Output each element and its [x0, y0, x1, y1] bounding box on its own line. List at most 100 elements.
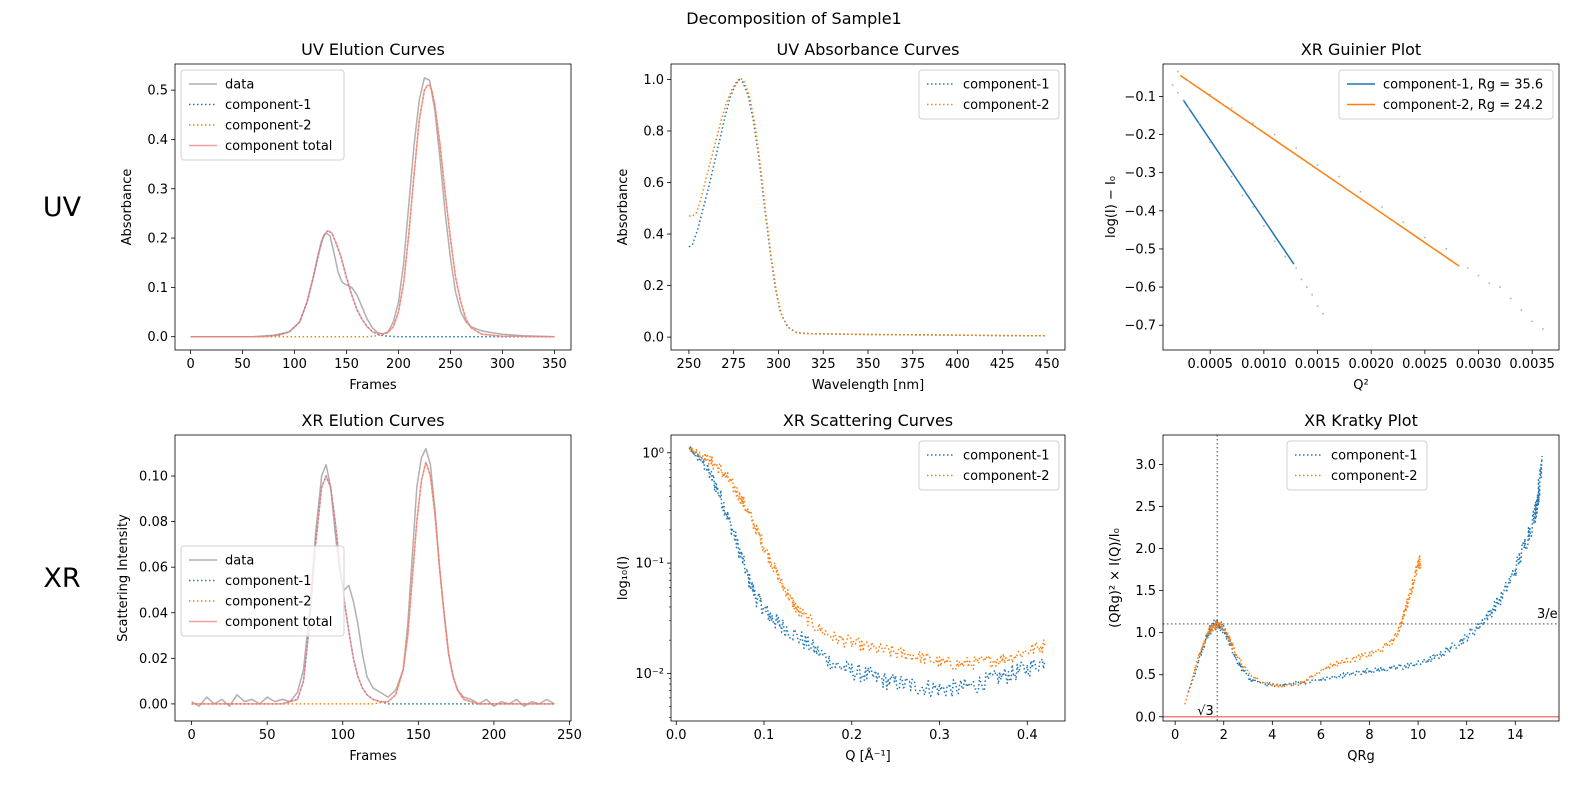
- x-tick-label: 0: [186, 357, 194, 372]
- data-point: [1177, 70, 1179, 73]
- x-tick-label: 6: [1317, 728, 1325, 743]
- axes-frame: [670, 63, 1066, 351]
- data-point: [1262, 225, 1265, 227]
- y-axis-label: Scattering Intensity: [116, 514, 131, 642]
- x-tick-label: 2: [1220, 728, 1228, 743]
- panel-xr-kratky: XR Kratky Plot QRg (QRg)² × I(Q)/I₀ 0 2 4 6 8 10…: [1108, 411, 1560, 764]
- panel-xr-elution: XR Elution Curves Frames Scattering Intens…: [116, 411, 582, 764]
- series-line: [191, 447, 555, 707]
- legend-frame: [180, 69, 345, 161]
- x-tick-label: 50: [234, 357, 251, 372]
- x-tick-label: 100: [330, 728, 355, 743]
- x-tick-label: 375: [900, 357, 925, 372]
- x-tick-label: 250: [557, 728, 582, 743]
- series-line: [1184, 555, 1422, 705]
- plot-area: [1171, 70, 1544, 330]
- panel-uv-elution: UV Elution Curves Frames Absorbance 0 50 100 1…: [120, 40, 572, 393]
- data-point: [1423, 236, 1426, 239]
- y-tick-label: 0.06: [139, 561, 168, 576]
- chart-title: XR Elution Curves: [301, 411, 444, 430]
- series-line: [190, 84, 555, 338]
- y-tick-label: 0.0: [643, 331, 664, 346]
- y-tick-label: 0.00: [139, 697, 168, 712]
- y-tick-label: 0.04: [139, 606, 168, 621]
- x-tick-label: 425: [990, 357, 1015, 372]
- data-point: [1198, 122, 1201, 125]
- legend-label: component-2: [963, 98, 1050, 113]
- y-tick-label: 0.10: [139, 470, 168, 485]
- x-tick-label: 0.2: [841, 728, 862, 743]
- legend-label: data: [225, 554, 254, 569]
- data-point: [1316, 305, 1319, 308]
- data-point: [1477, 274, 1480, 277]
- x-tick-label: 0.0030: [1456, 357, 1502, 372]
- x-tick-label: 250: [438, 357, 463, 372]
- y-axis-label: (QRg)² × I(Q)/I₀: [1108, 528, 1123, 628]
- data-point: [1171, 84, 1174, 86]
- y-tick-label: 0.6: [643, 176, 664, 191]
- x-tick-label: 0.0010: [1241, 357, 1287, 372]
- data-point: [1542, 328, 1544, 330]
- plot-area: [688, 77, 1048, 337]
- x-tick-label: 0.0035: [1509, 357, 1555, 372]
- y-tick-label: 0.0: [147, 330, 168, 345]
- x-tick-label: 0.0: [666, 728, 687, 743]
- y-tick-label: 0.0: [1135, 710, 1156, 725]
- legend-label: data: [225, 78, 254, 93]
- data-point: [1359, 190, 1362, 193]
- x-tick-label: 0.3: [929, 728, 950, 743]
- x-axis-label: Wavelength [nm]: [812, 378, 924, 393]
- axes-frame: [1162, 63, 1560, 351]
- x-tick-label: 0: [1171, 728, 1179, 743]
- data-point: [1322, 312, 1324, 315]
- x-tick-label: 14: [1507, 728, 1524, 743]
- plot-area: [688, 446, 1046, 698]
- x-axis-label: Frames: [349, 749, 397, 764]
- series-line: [688, 447, 1046, 671]
- legend-frame: [180, 545, 345, 637]
- y-tick-label: 0.08: [139, 515, 168, 530]
- x-tick-label: 350: [856, 357, 881, 372]
- legend: data component-1 component-2 component tota…: [180, 69, 345, 161]
- y-tick-label: 0.1: [147, 281, 168, 296]
- x-tick-label: 8: [1365, 728, 1373, 743]
- chart-title: UV Absorbance Curves: [777, 40, 960, 59]
- data-point: [1177, 91, 1179, 94]
- legend: component-1 component-2: [1286, 440, 1428, 491]
- y-tick-label: 0.4: [147, 133, 168, 148]
- data-point: [1182, 99, 1185, 102]
- y-tick-label: −0.3: [1124, 166, 1156, 181]
- data-point: [1273, 133, 1276, 136]
- chart-title: XR Guinier Plot: [1301, 40, 1421, 59]
- data-point: [1311, 293, 1314, 296]
- y-tick-label: 0.3: [147, 182, 168, 197]
- x-axis-label: Frames: [349, 378, 397, 393]
- y-axis-label: log₁₀(I): [616, 556, 631, 600]
- data-point: [1488, 282, 1491, 285]
- y-tick-label: 0.5: [1135, 668, 1156, 683]
- y-axis-label: Absorbance: [120, 169, 135, 246]
- x-tick-label: 0: [187, 728, 195, 743]
- data-point: [1209, 93, 1212, 96]
- x-tick-label: 0.0025: [1402, 357, 1448, 372]
- legend-label: component total: [225, 139, 332, 154]
- data-point: [1241, 194, 1244, 197]
- data-point: [1381, 206, 1383, 208]
- chart-title: UV Elution Curves: [301, 40, 445, 59]
- plot-area: [1163, 435, 1559, 721]
- row-label-uv: UV: [43, 192, 82, 223]
- y-tick-label: −0.2: [1124, 128, 1156, 143]
- y-tick-label: −0.7: [1124, 319, 1156, 334]
- legend-frame: [1286, 440, 1428, 491]
- legend-frame: [1338, 69, 1554, 120]
- row-label-xr: XR: [43, 563, 80, 594]
- y-axis-label: log(I) − I₀: [1104, 176, 1119, 238]
- data-point: [1445, 248, 1448, 250]
- x-tick-label: 0.0015: [1295, 357, 1341, 372]
- x-tick-label: 100: [282, 357, 307, 372]
- x-tick-label: 10: [1410, 728, 1427, 743]
- legend-label: component-1: [963, 78, 1050, 93]
- y-tick-label: 3.0: [1135, 458, 1156, 473]
- x-tick-label: 200: [386, 357, 411, 372]
